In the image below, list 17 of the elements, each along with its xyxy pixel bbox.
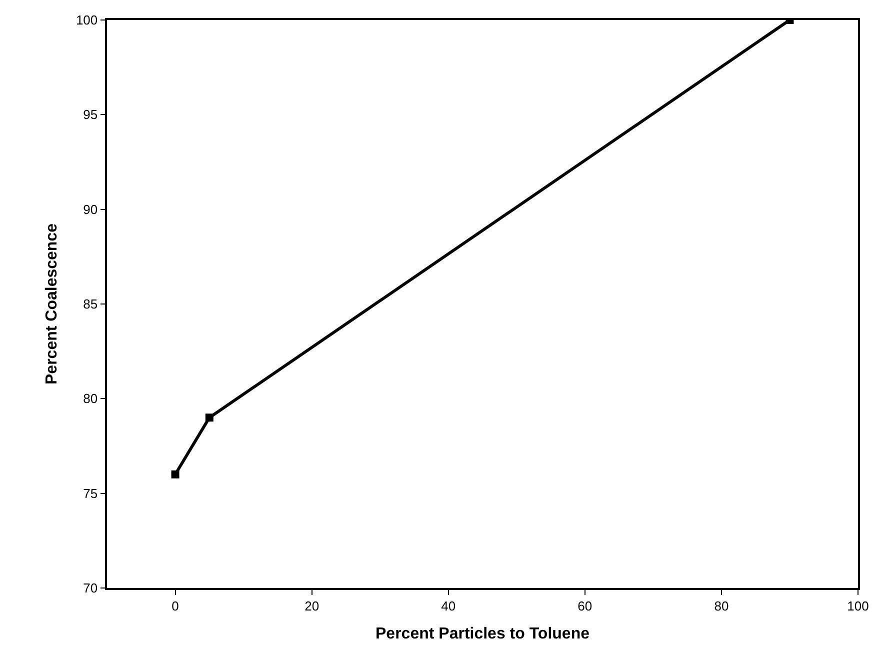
y-tick-label: 70: [83, 580, 98, 596]
y-tick-label: 75: [83, 486, 98, 501]
x-tick-label: 20: [304, 598, 320, 614]
point: [171, 470, 180, 478]
x-tick-label: 40: [441, 598, 456, 614]
x-tick-label: 60: [578, 598, 592, 614]
y-tick-label: 85: [83, 296, 98, 312]
y-tick-label: 95: [83, 107, 98, 122]
x-tick-label: 80: [714, 598, 729, 614]
x-axis-title: Percent Particles to Toluene: [376, 626, 590, 643]
y-tick-label: 80: [83, 391, 98, 406]
y-tick-label: 90: [83, 202, 98, 217]
point: [205, 414, 214, 422]
y-tick-label: 100: [76, 12, 98, 28]
x-tick-label: 100: [847, 598, 869, 614]
y-axis-title: Percent Coalescence: [43, 223, 60, 384]
x-tick-label: 0: [172, 598, 179, 614]
